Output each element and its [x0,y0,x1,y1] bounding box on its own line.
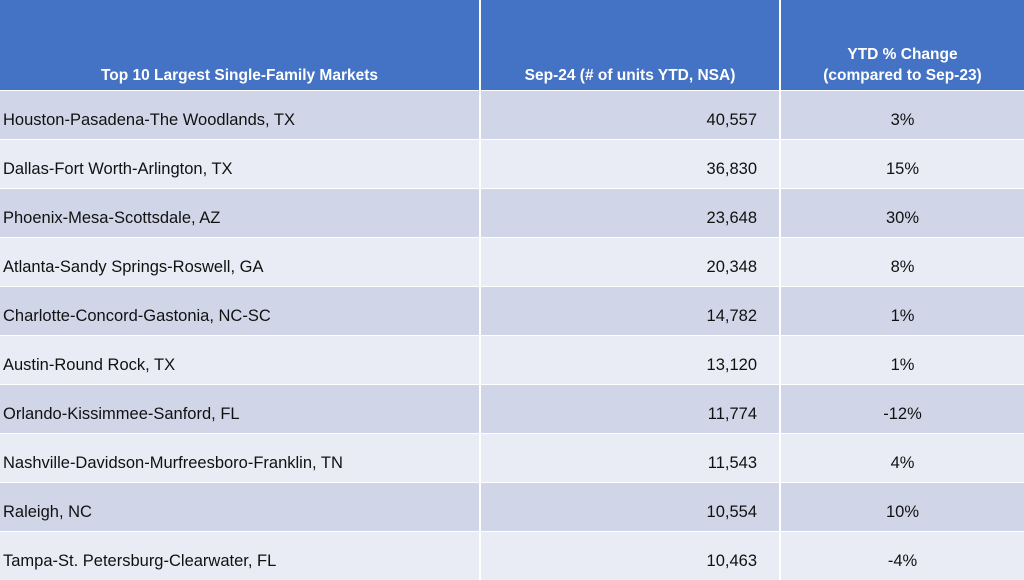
units-cell: 11,774 [480,383,781,433]
change-cell: 8% [780,236,1024,286]
change-cell: -4% [780,530,1024,580]
table-row: Nashville-Davidson-Murfreesboro-Franklin… [0,432,1024,482]
units-cell: 10,463 [480,530,781,580]
table-row: Raleigh, NC 10,554 10% [0,481,1024,531]
change-cell: -12% [780,383,1024,433]
market-cell: Austin-Round Rock, TX [0,334,481,384]
table-row: Charlotte-Concord-Gastonia, NC-SC 14,782 1… [0,285,1024,335]
market-cell: Atlanta-Sandy Springs-Roswell, GA [0,236,481,286]
change-cell: 1% [780,285,1024,335]
units-cell: 20,348 [480,236,781,286]
header-change: YTD % Change (compared to Sep-23) [780,0,1024,90]
table-row: Houston-Pasadena-The Woodlands, TX 40,557… [0,89,1024,139]
units-cell: 13,120 [480,334,781,384]
market-cell: Tampa-St. Petersburg-Clearwater, FL [0,530,481,580]
table-row: Tampa-St. Petersburg-Clearwater, FL 10,46… [0,530,1024,580]
market-cell: Orlando-Kissimmee-Sanford, FL [0,383,481,433]
change-cell: 15% [780,138,1024,188]
table-header: Top 10 Largest Single-Family Markets Sep… [0,0,1024,90]
header-market: Top 10 Largest Single-Family Markets [0,0,481,90]
change-cell: 3% [780,89,1024,139]
table-row: Atlanta-Sandy Springs-Roswell, GA 20,348 8… [0,236,1024,286]
market-cell: Charlotte-Concord-Gastonia, NC-SC [0,285,481,335]
units-cell: 23,648 [480,187,781,237]
market-cell: Nashville-Davidson-Murfreesboro-Franklin… [0,432,481,482]
market-cell: Phoenix-Mesa-Scottsdale, AZ [0,187,481,237]
table-body: Houston-Pasadena-The Woodlands, TX 40,557… [0,89,1024,580]
header-units: Sep-24 (# of units YTD, NSA) [480,0,781,90]
market-cell: Houston-Pasadena-The Woodlands, TX [0,89,481,139]
table-row: Austin-Round Rock, TX 13,120 1% [0,334,1024,384]
units-cell: 36,830 [480,138,781,188]
units-cell: 14,782 [480,285,781,335]
units-cell: 10,554 [480,481,781,531]
change-cell: 4% [780,432,1024,482]
market-cell: Raleigh, NC [0,481,481,531]
table-row: Dallas-Fort Worth-Arlington, TX 36,830 15% [0,138,1024,188]
header-row: Top 10 Largest Single-Family Markets Sep… [0,0,1024,90]
market-cell: Dallas-Fort Worth-Arlington, TX [0,138,481,188]
change-cell: 1% [780,334,1024,384]
change-cell: 30% [780,187,1024,237]
table-row: Orlando-Kissimmee-Sanford, FL 11,774 -12% [0,383,1024,433]
change-cell: 10% [780,481,1024,531]
units-cell: 11,543 [480,432,781,482]
units-cell: 40,557 [480,89,781,139]
table-row: Phoenix-Mesa-Scottsdale, AZ 23,648 30% [0,187,1024,237]
